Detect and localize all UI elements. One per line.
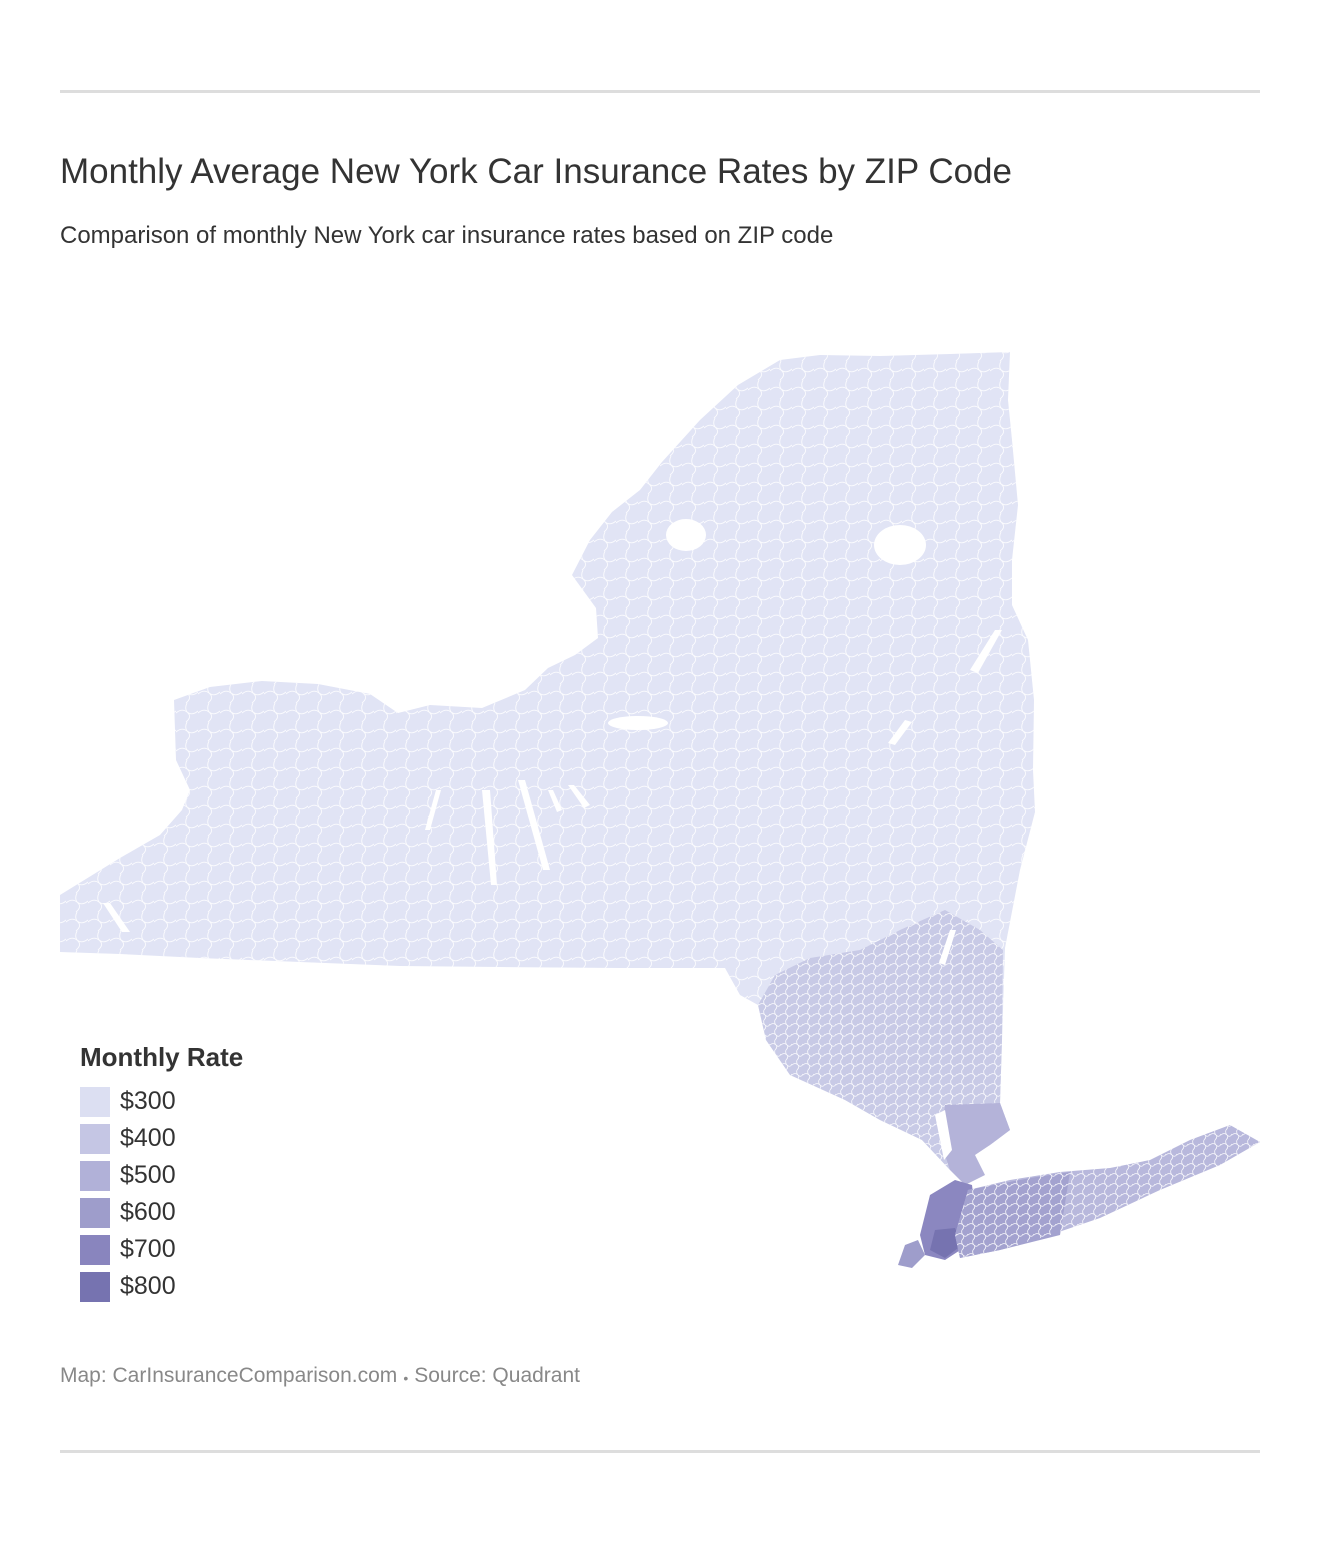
chart-title: Monthly Average New York Car Insurance R… bbox=[60, 152, 1012, 191]
new-york-map bbox=[60, 352, 1260, 1268]
legend-item: $600 bbox=[80, 1194, 243, 1231]
legend-label: $600 bbox=[120, 1198, 176, 1226]
legend: Monthly Rate $300 $400 $500 $600 $700 $8… bbox=[80, 1042, 243, 1305]
legend-item: $300 bbox=[80, 1083, 243, 1120]
legend-item: $700 bbox=[80, 1231, 243, 1268]
legend-label: $400 bbox=[120, 1124, 176, 1152]
westchester-region bbox=[940, 1103, 1010, 1185]
staten-island-region bbox=[898, 1240, 925, 1268]
legend-swatch bbox=[80, 1234, 110, 1265]
long-island-zip-borders bbox=[955, 1125, 1260, 1258]
lakes bbox=[103, 519, 1002, 1160]
legend-swatch bbox=[80, 1086, 110, 1117]
legend-swatch bbox=[80, 1197, 110, 1228]
footer-separator: • bbox=[403, 1370, 409, 1386]
legend-item: $500 bbox=[80, 1157, 243, 1194]
top-divider bbox=[60, 90, 1260, 93]
map-credit: Map: CarInsuranceComparison.com bbox=[60, 1364, 398, 1387]
bottom-divider bbox=[60, 1450, 1260, 1453]
legend-label: $500 bbox=[120, 1161, 176, 1189]
chart-subtitle: Comparison of monthly New York car insur… bbox=[60, 222, 834, 249]
legend-swatch bbox=[80, 1271, 110, 1302]
legend-swatch bbox=[80, 1123, 110, 1154]
legend-title: Monthly Rate bbox=[80, 1042, 244, 1072]
source-footer: Map: CarInsuranceComparison.com • Source… bbox=[60, 1364, 580, 1388]
brooklyn-region bbox=[930, 1228, 962, 1258]
legend-item: $400 bbox=[80, 1120, 243, 1157]
legend-label: $300 bbox=[120, 1087, 176, 1115]
upstate-zip-borders bbox=[60, 352, 1035, 1170]
legend-swatch bbox=[80, 1160, 110, 1191]
source-credit: Source: Quadrant bbox=[414, 1364, 580, 1387]
legend-label: $800 bbox=[120, 1272, 176, 1300]
map-container bbox=[0, 300, 1320, 1300]
legend-label: $700 bbox=[120, 1235, 176, 1263]
legend-item: $800 bbox=[80, 1268, 243, 1305]
